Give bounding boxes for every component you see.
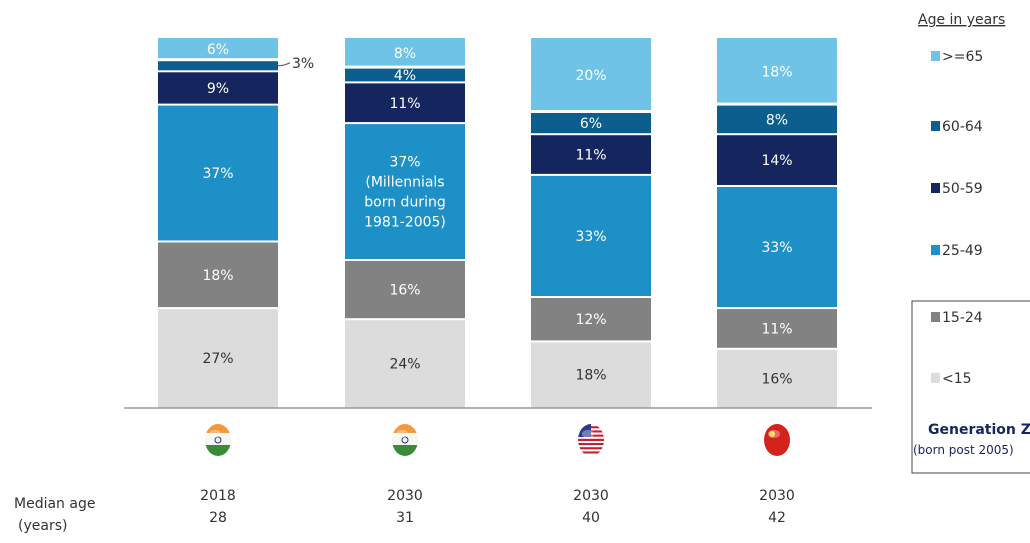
legend: >=65 60-64 50-59 25-49 15-24 <15 <box>931 49 983 387</box>
xlabels-layer: 2018 28 2030 31 2030 40 2030 42 <box>200 488 795 526</box>
bar-data-label: 20% <box>575 68 606 84</box>
bar-data-label: 18% <box>761 64 792 80</box>
x-tick-label: 2018 <box>200 488 236 504</box>
bar-data-label: 16% <box>761 371 792 387</box>
legend-swatch <box>931 312 940 322</box>
bar-segment <box>345 83 465 123</box>
bar-data-label: 6% <box>207 42 229 58</box>
bar-segment <box>531 113 651 134</box>
flags-layer <box>205 424 790 456</box>
bar-data-label: 11% <box>575 148 606 164</box>
legend-label: 60-64 <box>942 119 983 135</box>
bar-segment <box>158 72 278 104</box>
bar-segment <box>717 187 837 308</box>
bar-segment <box>717 135 837 185</box>
bar-segment <box>717 309 837 348</box>
bar-segment <box>158 242 278 308</box>
median-age-sublabel: (years) <box>18 518 67 534</box>
median-age-value: 28 <box>209 510 227 526</box>
legend-swatch <box>931 373 940 383</box>
bar-segment <box>345 261 465 319</box>
bar-data-label: 11% <box>389 96 420 112</box>
bar-data-label: 37% (Millennials born during 1981-2005) <box>364 155 446 231</box>
bar-data-label: 14% <box>761 153 792 169</box>
median-age-value: 40 <box>582 510 600 526</box>
bar-data-label: 6% <box>580 116 602 132</box>
median-age-value: 31 <box>396 510 414 526</box>
generation-z-subtitle: (born post 2005) <box>913 443 1014 457</box>
bar-segment <box>717 38 837 103</box>
flag-icon <box>392 424 418 456</box>
bar-data-label: 12% <box>575 312 606 328</box>
bar-segment <box>531 135 651 174</box>
legend-swatch <box>931 245 940 255</box>
legend-swatch <box>931 51 940 61</box>
legend-label: 25-49 <box>942 243 983 259</box>
bar-segment <box>717 349 837 408</box>
bar-data-label: 4% <box>394 68 416 84</box>
flag-icon <box>205 424 231 456</box>
legend-item: 60-64 <box>931 119 983 135</box>
generation-z-box <box>911 300 1030 474</box>
legend-label: 50-59 <box>942 181 983 197</box>
bar-data-label: 24% <box>389 357 420 373</box>
legend-item: 50-59 <box>931 181 983 197</box>
legend-item: 25-49 <box>931 243 983 259</box>
flag-icon <box>764 424 790 456</box>
legend-label: >=65 <box>942 49 983 65</box>
legend-title: Age in years <box>918 12 1005 28</box>
median-age-label: Median age <box>14 496 95 512</box>
bar-data-label: 9% <box>207 81 229 97</box>
legend-swatch <box>931 183 940 193</box>
bar-data-label: 11% <box>761 321 792 337</box>
bar-data-label: 8% <box>766 112 788 128</box>
x-tick-label: 2030 <box>387 488 423 504</box>
flag-icon <box>578 424 604 456</box>
bar-segment <box>345 124 465 259</box>
legend-label: 15-24 <box>942 310 983 326</box>
bar-segment <box>717 105 837 134</box>
callout-label: 3% <box>292 56 314 72</box>
bar-data-label: 8% <box>394 46 416 62</box>
legend-item: >=65 <box>931 49 983 65</box>
bar-segment <box>345 320 465 408</box>
legend-label: <15 <box>942 371 972 387</box>
legend-item: <15 <box>931 371 972 387</box>
legend-swatch <box>931 121 940 131</box>
bar-data-label: 37% <box>202 166 233 182</box>
bar-data-label: 33% <box>575 229 606 245</box>
bar-segment <box>531 298 651 341</box>
median-age-value: 42 <box>768 510 786 526</box>
bars-layer: 27% 18% 37% 9% 3% 6% 24% 16% 37% (Millennials born… <box>158 38 837 408</box>
bar-segment <box>531 342 651 408</box>
bar-data-label: 27% <box>202 351 233 367</box>
bar-data-label: 18% <box>202 268 233 284</box>
bar-segment <box>158 61 278 71</box>
bar-segment <box>531 175 651 296</box>
bar-segment <box>345 38 465 66</box>
bar-segment <box>158 38 278 59</box>
callout-leader <box>277 62 291 67</box>
bar-segment <box>158 105 278 241</box>
bar-segment <box>531 38 651 110</box>
x-tick-label: 2030 <box>573 488 609 504</box>
legend-item: 15-24 <box>931 310 983 326</box>
bar-segment <box>345 68 465 82</box>
bar-data-label: 33% <box>761 240 792 256</box>
bar-segment <box>158 309 278 408</box>
x-tick-label: 2030 <box>759 488 795 504</box>
bar-data-label: 18% <box>575 368 606 384</box>
bar-data-label: 16% <box>389 283 420 299</box>
generation-z-title: Generation Z <box>928 422 1030 438</box>
